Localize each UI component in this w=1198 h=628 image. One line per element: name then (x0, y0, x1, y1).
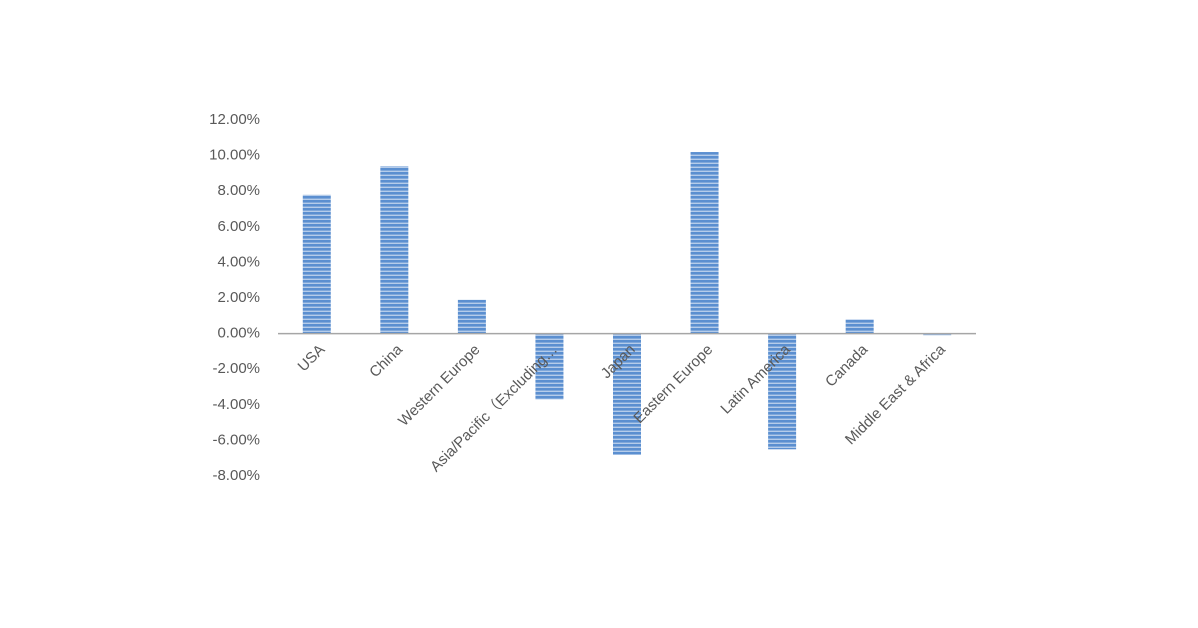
y-tick-label: -6.00% (212, 431, 260, 448)
y-tick-label: -8.00% (212, 467, 260, 484)
y-tick-label: 2.00% (217, 289, 260, 306)
y-tick-label: 8.00% (217, 182, 260, 199)
x-tick-label: Western Europe (395, 341, 483, 429)
y-tick-label: 4.00% (217, 253, 260, 270)
y-tick-label: 10.00% (209, 147, 260, 164)
x-tick-label: China (366, 341, 406, 381)
x-tick-label: Asia/Pacific（Excluding… (427, 341, 561, 475)
y-tick-label: -2.00% (212, 360, 260, 377)
x-tick-label: Eastern Europe (630, 341, 716, 427)
y-tick-label: -4.00% (212, 396, 260, 413)
x-tick-label: Canada (822, 341, 872, 391)
y-tick-label: 0.00% (217, 325, 260, 342)
y-tick-label: 6.00% (217, 218, 260, 235)
bar (923, 333, 952, 336)
x-tick-label: USA (295, 341, 329, 375)
bar (613, 333, 641, 455)
bar (690, 152, 719, 334)
bar (845, 319, 874, 334)
bar (457, 299, 486, 334)
bar (302, 194, 331, 334)
y-tick-label: 12.00% (209, 111, 260, 128)
bar (380, 166, 409, 334)
bar (768, 333, 797, 450)
bar (535, 333, 564, 400)
